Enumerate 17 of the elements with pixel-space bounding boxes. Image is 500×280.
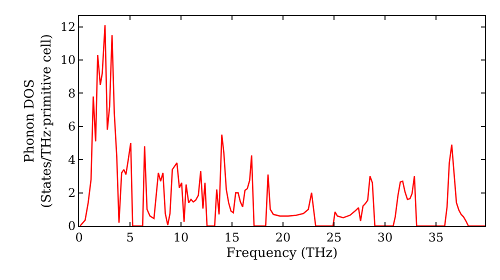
- y-tick-label: 0: [68, 219, 76, 234]
- x-tick-label: 20: [275, 230, 291, 244]
- x-tick-label: 5: [126, 230, 134, 244]
- y-tick-label: 8: [68, 86, 76, 100]
- y-tick-label: 6: [68, 120, 76, 134]
- x-tick-label: 15: [224, 230, 240, 244]
- x-tick-label: 25: [326, 230, 342, 244]
- y-tick-label: 4: [68, 152, 76, 167]
- x-tick-label: 35: [428, 230, 444, 244]
- x-tick-label: 10: [173, 230, 189, 244]
- y-tick-label: 12: [60, 20, 76, 34]
- y-axis-title: Phonon DOS (States/THz·primitive cell): [22, 34, 54, 208]
- x-axis-title: Frequency (THz): [226, 246, 338, 261]
- line-series: [79, 24, 485, 226]
- y-tick-label: 10: [60, 53, 76, 68]
- y-tick-label: 2: [68, 186, 76, 200]
- x-tick-label: 30: [377, 230, 393, 244]
